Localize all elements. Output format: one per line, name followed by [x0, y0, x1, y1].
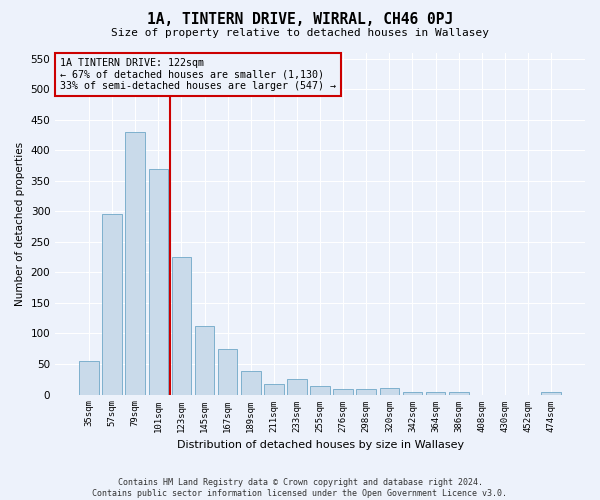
Bar: [172, 257, 191, 394]
Text: Contains HM Land Registry data © Crown copyright and database right 2024.
Contai: Contains HM Land Registry data © Crown c…: [92, 478, 508, 498]
Bar: [380, 388, 399, 394]
Bar: [264, 384, 284, 394]
Bar: [103, 214, 122, 394]
Bar: [310, 386, 330, 394]
Bar: [334, 389, 353, 394]
Bar: [125, 132, 145, 394]
Bar: [195, 326, 214, 394]
Bar: [541, 392, 561, 394]
Text: 1A, TINTERN DRIVE, WIRRAL, CH46 0PJ: 1A, TINTERN DRIVE, WIRRAL, CH46 0PJ: [147, 12, 453, 28]
X-axis label: Distribution of detached houses by size in Wallasey: Distribution of detached houses by size …: [176, 440, 464, 450]
Bar: [449, 392, 469, 394]
Bar: [149, 168, 168, 394]
Text: Size of property relative to detached houses in Wallasey: Size of property relative to detached ho…: [111, 28, 489, 38]
Bar: [426, 392, 445, 394]
Bar: [218, 348, 238, 395]
Bar: [241, 372, 260, 394]
Bar: [287, 378, 307, 394]
Bar: [356, 389, 376, 394]
Bar: [403, 392, 422, 394]
Y-axis label: Number of detached properties: Number of detached properties: [15, 142, 25, 306]
Bar: [79, 361, 99, 394]
Text: 1A TINTERN DRIVE: 122sqm
← 67% of detached houses are smaller (1,130)
33% of sem: 1A TINTERN DRIVE: 122sqm ← 67% of detach…: [61, 58, 337, 91]
